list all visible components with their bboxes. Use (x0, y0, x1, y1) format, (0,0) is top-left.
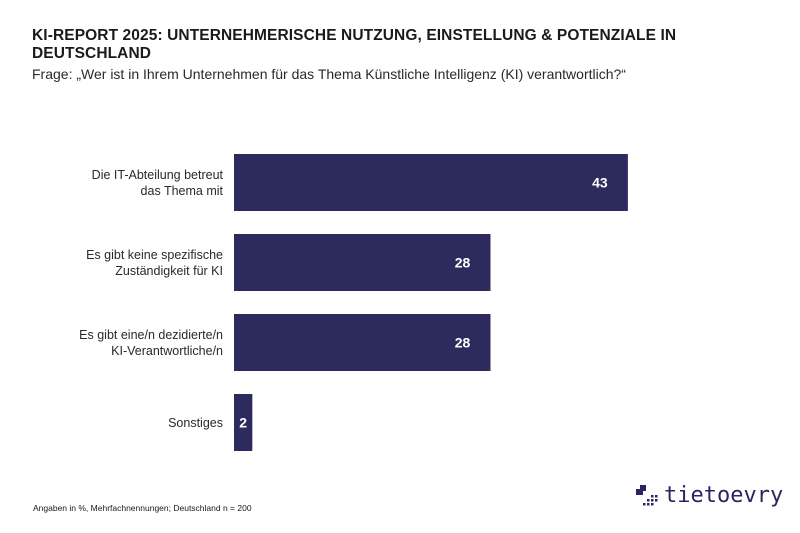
chart-subtitle: Frage: „Wer ist in Ihrem Unternehmen für… (32, 66, 626, 82)
bar-0 (234, 154, 628, 211)
category-label-line: Es gibt keine spezifische (86, 248, 223, 262)
bar-value-label-3: 2 (239, 415, 247, 431)
category-label-line: KI-Verantwortliche/n (111, 344, 223, 358)
category-label-line: Zuständigkeit für KI (115, 264, 223, 278)
bar-2 (234, 314, 491, 371)
bar-value-label-2: 28 (455, 335, 471, 351)
tietoevry-logo-mark-icon (636, 485, 658, 506)
category-label-1: Es gibt keine spezifische Zuständigkeit f… (86, 248, 223, 278)
category-label-2: Es gibt eine/n dezidierte/n KI-Verantwort… (79, 328, 223, 358)
category-label-line: das Thema mit (141, 184, 224, 198)
brand-name: tietoevry (664, 483, 784, 508)
category-label-line: Es gibt eine/n dezidierte/n (79, 328, 223, 342)
bar-3 (234, 394, 253, 451)
chart-title: KI-REPORT 2025: UNTERNEHMERISCHE NUTZUNG… (32, 27, 677, 62)
category-label-line: Die IT-Abteilung betreut (92, 168, 224, 182)
brand-logo: tietoevry (636, 485, 783, 507)
bar-1 (234, 234, 491, 291)
category-label-0: Die IT-Abteilung betreut das Thema mit (92, 168, 224, 198)
category-label-3: Sonstiges (168, 416, 223, 430)
category-label-line: Sonstiges (168, 416, 223, 430)
bar-value-label-0: 43 (592, 175, 608, 191)
footnote: Angaben in %, Mehrfachnennungen; Deutsch… (33, 503, 252, 513)
bar-value-label-1: 28 (455, 255, 471, 271)
